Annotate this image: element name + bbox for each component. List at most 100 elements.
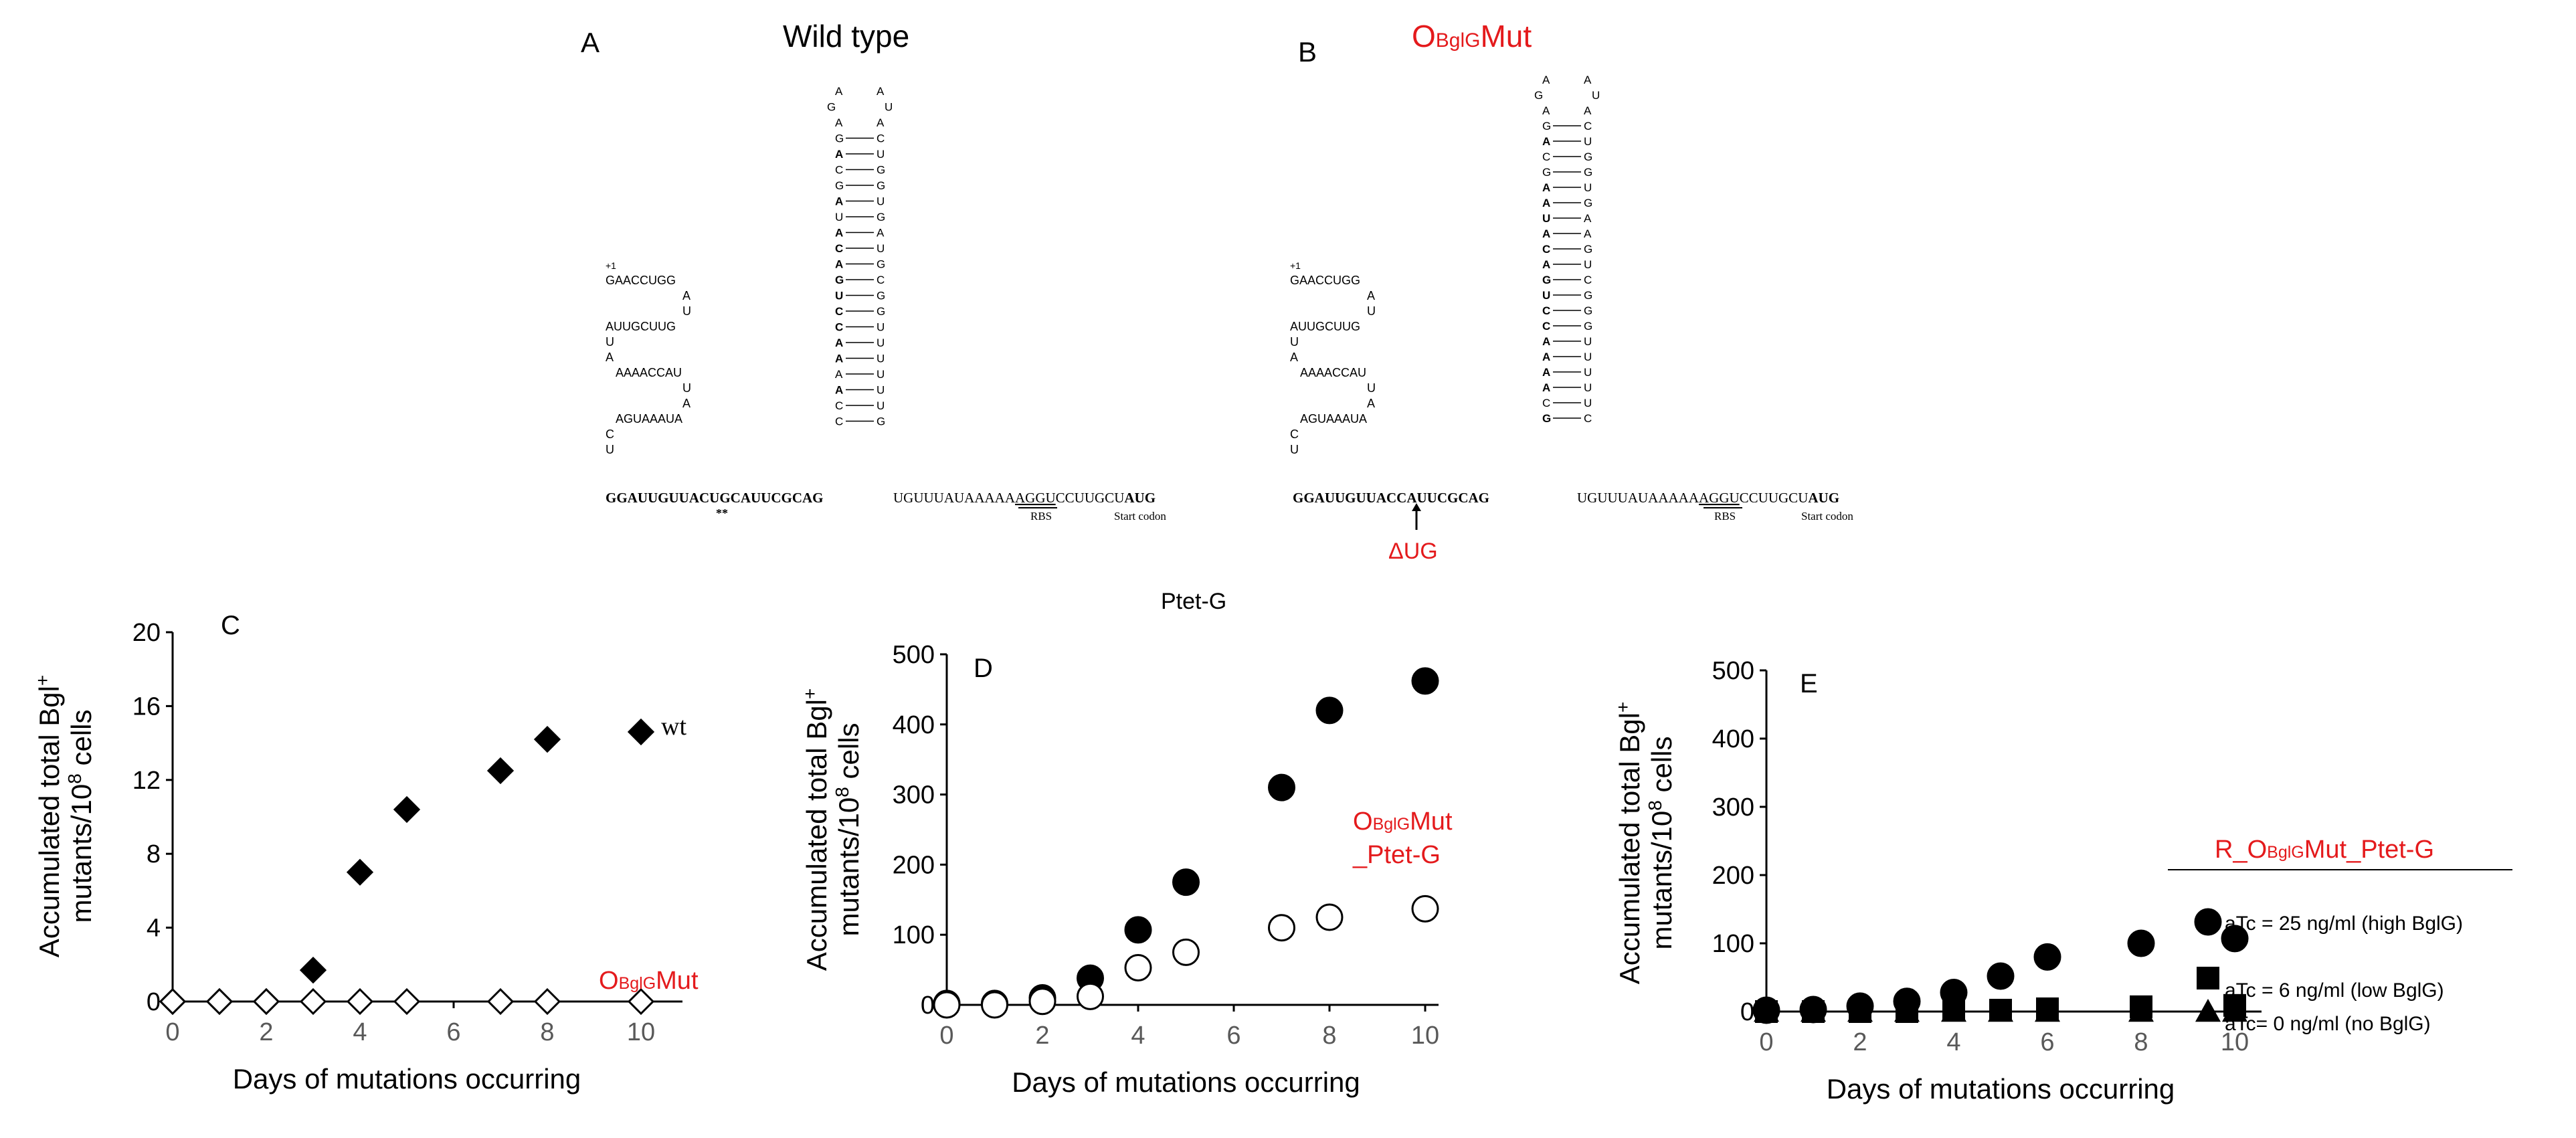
stem-base-right: G [877, 415, 885, 428]
y-axis-label-sup: + [32, 675, 53, 686]
upstream-sequence-line: +1 [1290, 260, 1301, 271]
data-point [1124, 916, 1152, 944]
upstream-sequence-line: AGUAAAUA [616, 412, 682, 425]
stem-base-left: A [835, 337, 843, 349]
data-point [1268, 773, 1295, 801]
stem-base-left: C [835, 399, 843, 412]
stem-base-left: G [835, 132, 844, 145]
x-tick-label: 8 [1322, 1022, 1336, 1050]
loop-base: A [1584, 104, 1592, 117]
y-tick-label: 0 [147, 988, 161, 1016]
stem-base-left: C [835, 305, 843, 318]
y-tick-label: 500 [893, 641, 935, 669]
stem-base-left: U [835, 290, 843, 302]
loop-base: A [835, 85, 843, 98]
stem-base-left: A [835, 195, 843, 208]
upstream-sequence-line: AAAACCAU [1300, 366, 1366, 379]
stem-base-left: A [1542, 381, 1550, 394]
y-axis-label-text: Accumulated total Bgl [801, 699, 832, 971]
loop-base: G [827, 101, 836, 114]
y-axis-label-line1: Accumulated total Bgl+ [32, 675, 66, 958]
stem-base-left: G [1542, 166, 1551, 179]
x-tick-label: 6 [446, 1018, 460, 1046]
data-point [393, 987, 421, 1016]
legend-entry-high: aTc = 25 ng/ml (high BglG) [2225, 913, 2463, 935]
legend-marker-high [2194, 908, 2222, 936]
x-tick-label: 0 [1759, 1028, 1773, 1056]
x-tick-label: 2 [1853, 1028, 1867, 1056]
y-tick-label: 500 [1712, 657, 1754, 685]
y-axis-label-sup: 8 [832, 787, 852, 797]
x-tick-label: 6 [1226, 1022, 1240, 1050]
y-axis-label-text: Accumulated total Bgl [33, 686, 65, 957]
data-point [299, 987, 327, 1016]
loop-base: A [877, 85, 885, 98]
stem-base-right: G [877, 258, 885, 271]
upstream-sequence-line: AUUGCUUG [1290, 320, 1360, 333]
stem-base-right: U [877, 195, 885, 208]
stem-base-right: A [877, 227, 885, 240]
stem-base-left: A [1542, 197, 1550, 209]
data-point [1268, 914, 1295, 942]
y-axis-label-sup: 8 [64, 773, 85, 784]
y-axis-label-sup: + [800, 688, 820, 699]
upstream-sequence-b: +1GAACCUGGAUAUUGCUUGUAAAAACCAUUAAGUAAAUA… [1290, 260, 1376, 456]
y-tick-label: 200 [893, 851, 935, 879]
legend-title-e: R_OBglGMut_Ptet-G [2215, 836, 2434, 864]
data-point [1172, 868, 1200, 896]
rbs-sequence-a: AGGU [1015, 490, 1056, 506]
rbs-sequence-b: AGGU [1699, 490, 1740, 506]
stem-base-right: G [877, 179, 885, 192]
stem-base-right: U [877, 384, 885, 397]
panel-label-c: C [221, 611, 240, 640]
panel-label-b: B [1298, 36, 1317, 68]
y-axis-label-text: Accumulated total Bgl [1614, 713, 1645, 984]
deletion-label: ΔUG [1388, 539, 1438, 564]
stem-base-right: G [877, 211, 885, 223]
y-tick-label: 200 [1712, 862, 1754, 890]
upstream-sequence-line: AGUAAAUA [1300, 412, 1367, 425]
pre-rbs-b: UGUUUAUAAAAA [1577, 490, 1699, 506]
mut-c-sub: BglG [619, 974, 656, 993]
y-tick-label: 400 [893, 711, 935, 739]
y-axis-label-text: mutants/10 [66, 784, 97, 923]
data-point [533, 725, 561, 753]
x-tick-label: 10 [627, 1018, 655, 1046]
stem-base-left: A [835, 148, 843, 161]
x-tick-label: 10 [2221, 1028, 2249, 1056]
data-point [346, 987, 374, 1016]
upstream-sequence-line: A [1290, 351, 1298, 364]
stem-base-left: A [835, 227, 843, 240]
y-axis-label-text: cells [1646, 736, 1677, 800]
mutation-stars: ** [716, 506, 728, 520]
legend-e-sub: BglG [2267, 843, 2304, 862]
loop-base: A [1584, 74, 1592, 86]
y-axis-label-line2: mutants/108 cells [832, 723, 865, 936]
y-axis-label-line1: Accumulated total Bgl+ [1613, 702, 1646, 985]
mut-d-suffix: Mut [1410, 808, 1453, 836]
data-point [1315, 696, 1344, 725]
title-wild-type: Wild type [783, 19, 909, 54]
y-tick-label: 12 [132, 767, 161, 795]
stem-base-right: C [877, 274, 885, 286]
stem-base-left: A [835, 384, 843, 397]
stem-base-left: A [1542, 227, 1550, 240]
start-codon-label-b: Start codon [1801, 510, 1853, 523]
bottom-left-sequence-a: GGAUUGUUACUGCAUUCGCAG [606, 490, 824, 506]
data-point [2222, 999, 2247, 1022]
stem-base-right: C [1584, 274, 1592, 286]
stem-base-right: G [1584, 166, 1592, 179]
mut-label-d-line1: OBglGMut [1353, 808, 1453, 836]
data-point [2221, 925, 2249, 953]
loop-base: G [1534, 89, 1543, 102]
stem-base-left: C [1542, 151, 1550, 163]
x-tick-label: 0 [165, 1018, 179, 1046]
start-codon-label-a: Start codon [1114, 510, 1166, 523]
stem-base-left: A [1542, 351, 1550, 363]
data-point [1077, 982, 1104, 1010]
mut-c-suffix: Mut [656, 967, 699, 995]
x-axis-label: Days of mutations occurring [233, 1063, 581, 1095]
upstream-sequence-line: C [1290, 428, 1299, 441]
